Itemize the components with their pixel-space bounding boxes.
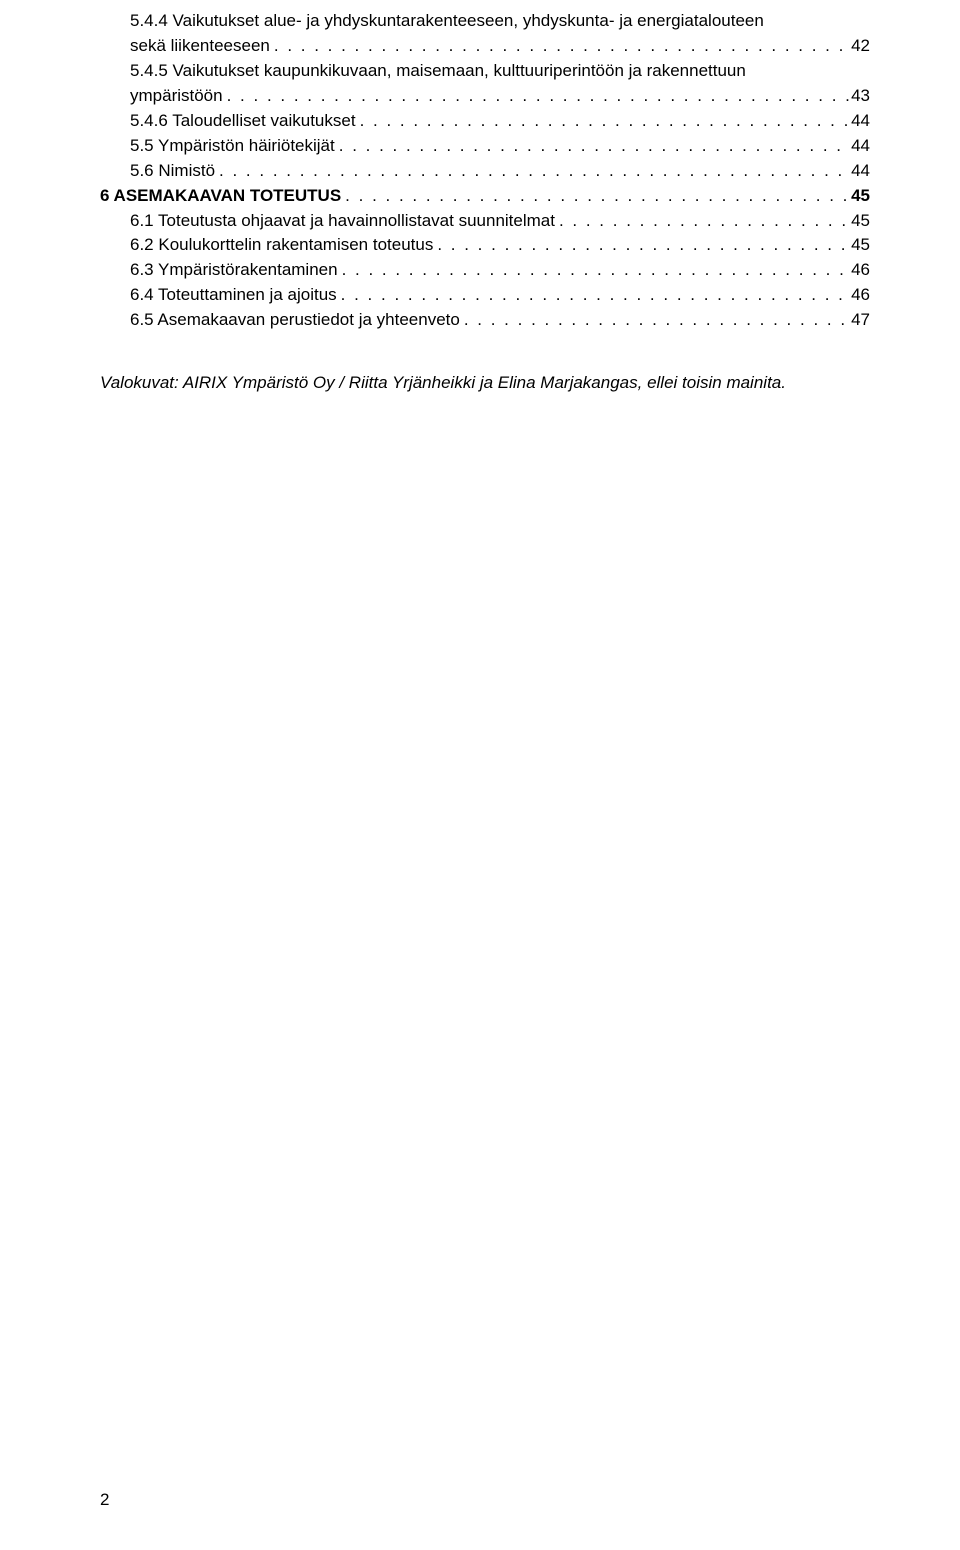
toc-entry: 5.4.4 Vaikutukset alue- ja yhdyskuntarak… — [100, 10, 870, 33]
toc-label: 5.5 Ympäristön häiriötekijät — [130, 135, 335, 158]
toc-page: 44 — [851, 110, 870, 133]
toc-entry: 6 ASEMAKAAVAN TOTEUTUS . . . . . . . . .… — [100, 185, 870, 208]
toc-page: 46 — [851, 284, 870, 307]
toc-label: 5.4.5 Vaikutukset kaupunkikuvaan, maisem… — [130, 60, 746, 83]
toc-leader: . . . . . . . . . . . . . . . . . . . . … — [460, 309, 851, 332]
toc-page: 45 — [851, 210, 870, 233]
toc-label: 6.1 Toteutusta ohjaavat ja havainnollist… — [130, 210, 555, 233]
toc-label: 6.4 Toteuttaminen ja ajoitus — [130, 284, 337, 307]
page-number: 2 — [100, 1490, 109, 1510]
toc-page: 44 — [851, 160, 870, 183]
toc-entry: 6.4 Toteuttaminen ja ajoitus . . . . . .… — [100, 284, 870, 307]
toc-page: 43 — [851, 85, 870, 108]
toc-leader: . . . . . . . . . . . . . . . . . . . . … — [335, 135, 851, 158]
toc-label: 6 ASEMAKAAVAN TOTEUTUS — [100, 185, 341, 208]
toc-page: 45 — [851, 185, 870, 208]
footnote: Valokuvat: AIRIX Ympäristö Oy / Riitta Y… — [100, 372, 870, 395]
toc-leader: . . . . . . . . . . . . . . . . . . . . … — [223, 85, 851, 108]
toc-entry: 5.4.6 Taloudelliset vaikutukset . . . . … — [100, 110, 870, 133]
toc-leader: . . . . . . . . . . . . . . . . . . . . … — [356, 110, 852, 133]
toc-label: sekä liikenteeseen — [130, 35, 270, 58]
toc-entry: 6.1 Toteutusta ohjaavat ja havainnollist… — [100, 210, 870, 233]
toc-page: 42 — [851, 35, 870, 58]
table-of-contents: 5.4.4 Vaikutukset alue- ja yhdyskuntarak… — [100, 10, 870, 332]
toc-leader: . . . . . . . . . . . . . . . . . . . . … — [337, 284, 851, 307]
toc-entry: 5.6 Nimistö . . . . . . . . . . . . . . … — [100, 160, 870, 183]
toc-entry: 5.5 Ympäristön häiriötekijät . . . . . .… — [100, 135, 870, 158]
toc-label: 5.4.4 Vaikutukset alue- ja yhdyskuntarak… — [130, 10, 764, 33]
toc-label: 6.2 Koulukorttelin rakentamisen toteutus — [130, 234, 433, 257]
toc-leader: . . . . . . . . . . . . . . . . . . . . … — [270, 35, 851, 58]
toc-label: 6.5 Asemakaavan perustiedot ja yhteenvet… — [130, 309, 460, 332]
toc-page: 44 — [851, 135, 870, 158]
page-content: 5.4.4 Vaikutukset alue- ja yhdyskuntarak… — [0, 0, 960, 395]
toc-label: 6.3 Ympäristörakentaminen — [130, 259, 338, 282]
toc-entry: ympäristöön . . . . . . . . . . . . . . … — [100, 85, 870, 108]
toc-label: 5.6 Nimistö — [130, 160, 215, 183]
toc-entry: 6.3 Ympäristörakentaminen . . . . . . . … — [100, 259, 870, 282]
toc-leader: . . . . . . . . . . . . . . . . . . . . … — [215, 160, 851, 183]
toc-leader: . . . . . . . . . . . . . . . . . . . . … — [338, 259, 852, 282]
toc-entry: sekä liikenteeseen . . . . . . . . . . .… — [100, 35, 870, 58]
toc-leader: . . . . . . . . . . . . . . . . . . . . … — [555, 210, 851, 233]
toc-page: 47 — [851, 309, 870, 332]
toc-label: ympäristöön — [130, 85, 223, 108]
toc-leader: . . . . . . . . . . . . . . . . . . . . … — [341, 185, 851, 208]
toc-leader: . . . . . . . . . . . . . . . . . . . . … — [433, 234, 851, 257]
toc-entry: 5.4.5 Vaikutukset kaupunkikuvaan, maisem… — [100, 60, 870, 83]
toc-page: 46 — [851, 259, 870, 282]
toc-label: 5.4.6 Taloudelliset vaikutukset — [130, 110, 356, 133]
toc-page: 45 — [851, 234, 870, 257]
toc-entry: 6.5 Asemakaavan perustiedot ja yhteenvet… — [100, 309, 870, 332]
toc-entry: 6.2 Koulukorttelin rakentamisen toteutus… — [100, 234, 870, 257]
